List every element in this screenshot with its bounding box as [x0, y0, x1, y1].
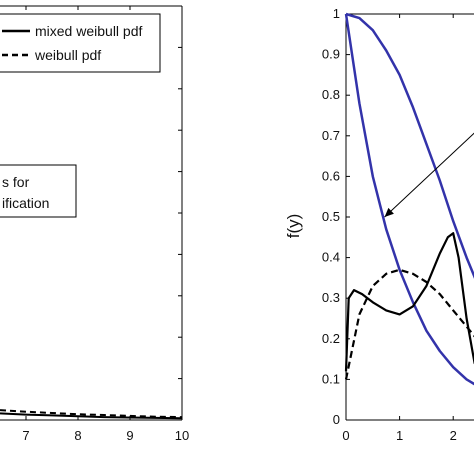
- annotation-line-2: ification: [2, 195, 49, 211]
- annotation-arrow-shaft: [384, 132, 474, 218]
- left-x-tick-label: 10: [175, 428, 189, 443]
- right-y-tick-label: 0.7: [322, 128, 340, 143]
- right-y-tick-label: 0.1: [322, 371, 340, 386]
- right-series-blue-upper-line: [345, 12, 474, 279]
- left-x-tick-label: 7: [22, 428, 29, 443]
- annotation-arrow-head: [384, 207, 394, 217]
- right-y-tick-label: 0.8: [322, 87, 340, 102]
- legend-box: [0, 13, 161, 73]
- right-y-tick-label: 0.5: [322, 209, 340, 224]
- right-series-blue-lower-line: [344, 13, 474, 386]
- legend-label-mixed: mixed weibull pdf: [35, 23, 142, 39]
- right-y-tick-label: 0.4: [322, 250, 340, 265]
- left-x-ticks: 7 8 9 10: [22, 6, 189, 443]
- right-y-tick-label: 0: [333, 412, 340, 427]
- right-ticks: 0 0.1 0.2 0.3 0.4 0.5 0.6 0.7 0.8 0.9 1 0 1 2: [322, 6, 457, 443]
- right-y-tick-label: 0.6: [322, 168, 340, 183]
- right-x-tick-label: 1: [396, 428, 403, 443]
- right-annotation-arrow: [384, 132, 474, 218]
- left-x-tick-label: 8: [74, 428, 81, 443]
- right-x-tick-label: 0: [342, 428, 349, 443]
- right-y-tick-label: 0.9: [322, 47, 340, 62]
- left-annotation-box: s for ification: [0, 164, 77, 218]
- right-y-tick-label: 0.2: [322, 331, 340, 346]
- left-legend: mixed weibull pdf weibull pdf: [0, 13, 161, 73]
- legend-label-weibull: weibull pdf: [34, 47, 101, 63]
- right-y-tick-label: 1: [333, 6, 340, 21]
- left-x-tick-label: 9: [126, 428, 133, 443]
- annotation-line-1: s for: [2, 174, 30, 190]
- right-y-axis-label: f(y): [284, 214, 303, 239]
- right-x-tick-label: 2: [450, 428, 457, 443]
- left-chart-panel: 7 8 9 10 mixed weibull pdf weibull pdf s fo…: [0, 5, 189, 443]
- left-series-mixed-weibull-line: [0, 412, 183, 420]
- right-plot-axes: [345, 13, 474, 421]
- right-chart-panel: f(y) 0 0.1 0.2 0.3 0.4 0.5 0.6 0.7 0.8 0.9 1 0 1 2: [284, 6, 474, 443]
- annotation-frame: [0, 164, 77, 218]
- right-series-group: [344, 12, 474, 386]
- left-series-weibull-line: [0, 409, 183, 419]
- right-y-tick-label: 0.3: [322, 290, 340, 305]
- left-plot-axes: [0, 5, 183, 421]
- left-series-group: [0, 409, 183, 420]
- right-series-mixed-weibull-line: [344, 232, 474, 372]
- right-series-weibull-line: [344, 268, 474, 380]
